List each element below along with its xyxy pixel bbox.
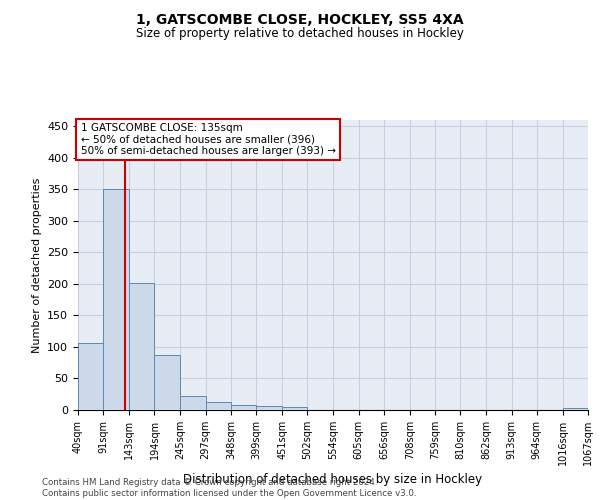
Bar	[563, 408, 588, 410]
Bar	[206, 402, 231, 410]
Bar	[78, 342, 103, 410]
Bar	[180, 396, 206, 410]
Bar	[282, 408, 307, 410]
Bar	[129, 282, 154, 410]
Bar	[154, 354, 180, 410]
Text: Contains HM Land Registry data © Crown copyright and database right 2024.
Contai: Contains HM Land Registry data © Crown c…	[42, 478, 416, 498]
Bar	[103, 190, 129, 410]
Text: 1, GATSCOMBE CLOSE, HOCKLEY, SS5 4XA: 1, GATSCOMBE CLOSE, HOCKLEY, SS5 4XA	[136, 12, 464, 26]
Bar	[256, 406, 282, 410]
X-axis label: Distribution of detached houses by size in Hockley: Distribution of detached houses by size …	[184, 474, 482, 486]
Bar	[231, 405, 256, 410]
Text: 1 GATSCOMBE CLOSE: 135sqm
← 50% of detached houses are smaller (396)
50% of semi: 1 GATSCOMBE CLOSE: 135sqm ← 50% of detac…	[80, 123, 335, 156]
Y-axis label: Number of detached properties: Number of detached properties	[32, 178, 41, 352]
Text: Size of property relative to detached houses in Hockley: Size of property relative to detached ho…	[136, 28, 464, 40]
